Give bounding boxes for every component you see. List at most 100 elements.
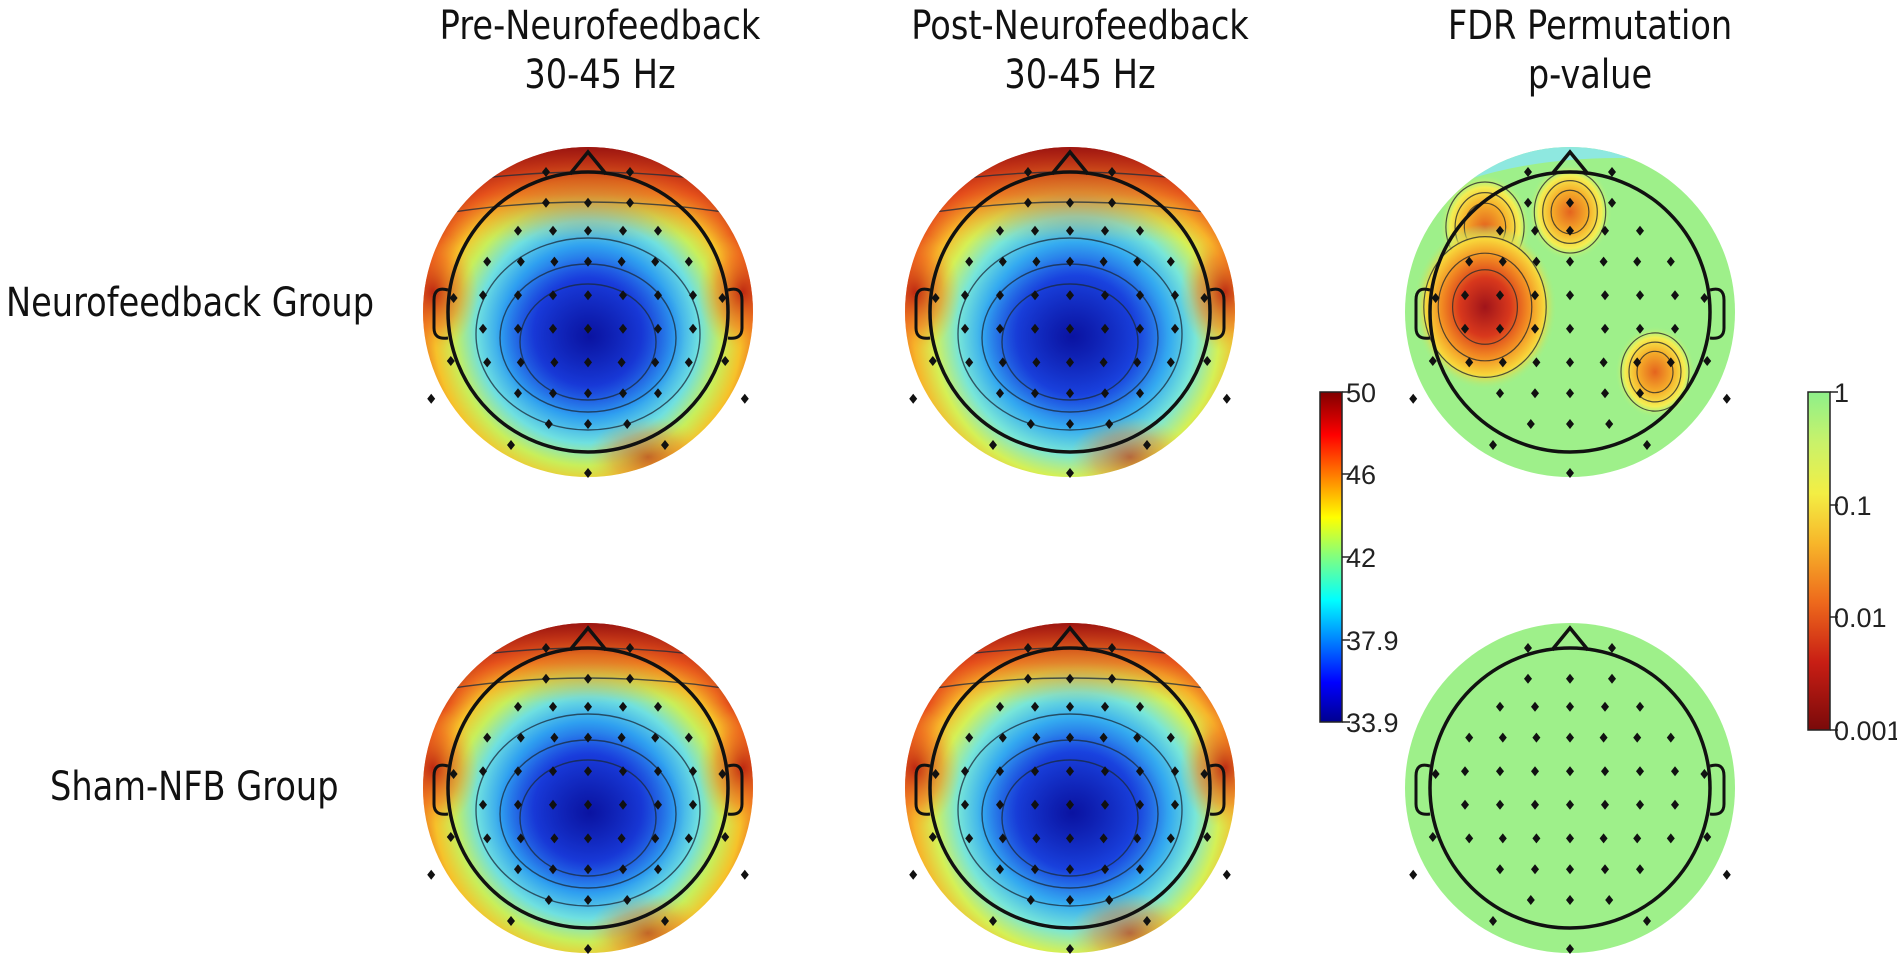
electrode-marker [626,643,634,653]
left-temporal-high-power [423,232,478,352]
electrode-marker [1633,833,1642,844]
electrode-marker [1024,673,1032,684]
electrode-marker [1700,293,1709,303]
electrode-marker [617,357,626,368]
electrode-marker [1601,799,1609,810]
electrode-marker [1636,799,1644,810]
electrode-marker [1108,643,1116,653]
left-ear-outline [1414,763,1431,816]
electrode-marker [1601,701,1609,712]
electrode-marker [1532,357,1541,368]
electrode-marker [1032,732,1041,743]
electrode-marker [549,225,557,236]
electrode-marker [1031,701,1039,712]
electrode-marker [1465,357,1474,368]
electrode-marker [996,701,1004,712]
electrode-marker [1222,869,1231,880]
electrode-marker [584,799,592,810]
electrode-marker [514,864,522,875]
electrode-marker [1024,643,1032,653]
topomap-grid [423,147,1735,954]
electrode-marker [1066,323,1074,334]
electrode-marker [1496,290,1504,301]
electrode-marker [684,833,693,844]
electrode-marker [996,864,1004,875]
nose-outline [1550,625,1590,652]
electrode-marker [549,290,557,301]
head-outline [928,170,1212,454]
electrode-marker [1703,356,1712,366]
topomap-nfb-pre [423,147,753,478]
occipital-high-power [588,893,708,953]
electrode-marker [1066,732,1074,743]
contour-line [1437,252,1533,362]
electrode-marker [1133,732,1142,743]
electrode-marker [1566,944,1574,954]
electrode-marker [1136,701,1144,712]
electrode-marker [654,323,662,334]
electrode-marker [1599,833,1608,844]
electrode-marker [654,701,662,712]
column-title-fdr-line1: FDR Permutation [1447,3,1733,49]
electrode-marker [1605,895,1614,905]
colorbar-pvalue-tick-3: 0.001 [1834,716,1897,746]
electrode-marker [996,225,1004,236]
electrode-marker [449,769,458,779]
topomap-sham-fdr [1405,623,1735,954]
electrode-marker [1026,419,1035,429]
electrode-marker [550,256,559,267]
electrode-marker [1031,766,1039,777]
right-temporal-high-power [698,708,753,828]
electrode-marker [584,256,592,267]
electrode-marker [1566,673,1574,684]
electrode-marker [1171,799,1179,810]
electrode-marker [626,197,634,208]
cluster-frontal-midline [1528,163,1612,261]
electrode-marker [1566,323,1574,334]
electrode-marker [998,833,1007,844]
head-outline [446,646,730,930]
electrode-marker [1608,643,1616,653]
electrode-marker [740,393,749,404]
electrode-marker [989,440,997,450]
electrode-marker [1428,356,1437,366]
electrode-marker [1566,388,1574,399]
electrode-marker [684,256,693,267]
nose-outline [1050,149,1090,176]
electrode-marker [1566,799,1574,810]
electrode-marker [909,869,918,880]
electrode-marker [1108,197,1116,208]
electrode-marker [507,916,515,926]
electrode-marker [1203,356,1212,366]
left-temporal-high-power [905,232,960,352]
electrode-marker [1203,832,1212,842]
contour-line [1542,180,1598,244]
electrode-marker [1461,323,1469,334]
electrode-marker [626,673,634,684]
electrode-marker [1461,290,1469,301]
electrode-marker [617,833,626,844]
electrode-marker [689,323,697,334]
electrode-marker [1166,833,1175,844]
electrode-marker [996,323,1004,334]
contour-line [1451,269,1519,345]
contour-line [1423,236,1547,378]
electrode-marker [1136,290,1144,301]
electrode-marker [654,864,662,875]
electrode-marker [931,769,940,779]
electrode-marker [516,357,525,368]
electrode-marker [1105,419,1114,429]
electrode-marker [584,225,592,236]
electrode-marker [1066,833,1074,844]
electrode-marker [542,643,550,653]
colorbar-power: 50 46 42 37.9 33.9 [1319,378,1399,738]
electrode-marker [1700,769,1709,779]
electrode-marker [1566,290,1574,301]
electrode-marker [584,197,592,208]
frontal-high-power [905,623,1235,703]
electrode-marker [1524,167,1532,177]
electrode-marker [961,766,969,777]
electrode-marker [617,256,626,267]
electrode-marker [427,393,436,404]
electrode-marker [1636,864,1644,875]
